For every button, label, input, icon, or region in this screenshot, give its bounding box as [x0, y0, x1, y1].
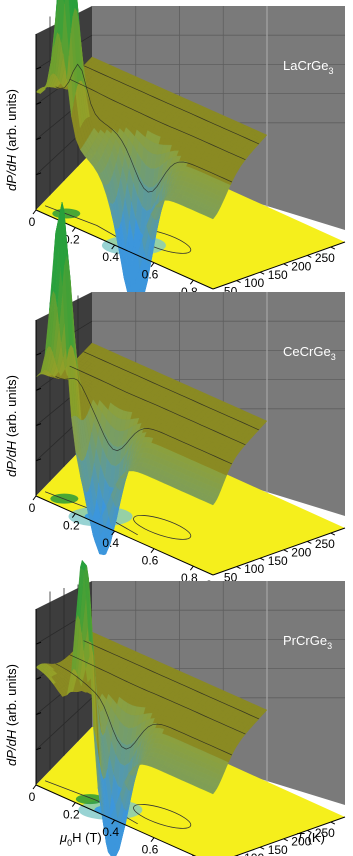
- y-tick-label: 100: [244, 851, 264, 856]
- y-tick-label: 200: [291, 545, 311, 559]
- y-tick: [236, 280, 241, 284]
- z-tick: [35, 458, 42, 462]
- x-tick: [32, 495, 37, 501]
- z-tick: [35, 676, 42, 680]
- surface-patch: [208, 789, 216, 795]
- y-tick-label: 200: [291, 259, 311, 273]
- surface-patch: [208, 214, 216, 220]
- y-tick: [330, 246, 336, 250]
- x-tick-label: 0.2: [63, 808, 80, 822]
- y-tick: [330, 532, 336, 536]
- y-tick-label: 100: [244, 562, 264, 576]
- y-tick: [236, 566, 241, 570]
- axis-line: [35, 209, 214, 290]
- y-axis-label: T (K): [296, 830, 325, 845]
- y-tick-label: 150: [268, 268, 288, 282]
- x-tick: [189, 565, 194, 571]
- x-tick: [71, 227, 76, 232]
- x-tick-label: 0.4: [102, 536, 119, 550]
- x-tick: [150, 548, 155, 553]
- surface-contour: [69, 365, 246, 446]
- surface-panel: 00.20.40.60.8501001502002500LaCrGe3dP/dH…: [4, 0, 346, 314]
- x-tick: [111, 819, 116, 825]
- axis-line: [35, 784, 197, 856]
- floor-contour: [133, 515, 192, 540]
- surface-contour: [83, 640, 260, 720]
- x-tick-label: 0: [29, 790, 36, 804]
- y-tick-label: 150: [268, 554, 288, 568]
- z-tick: [35, 712, 42, 716]
- y-tick: [283, 838, 288, 842]
- x-tick-label: 0.2: [63, 519, 80, 533]
- x-tick: [150, 262, 155, 267]
- z-axis-label: dP/dH (arb. units): [4, 375, 19, 477]
- y-tick: [330, 821, 336, 825]
- y-tick-label: 150: [268, 843, 288, 856]
- x-tick-label: 0.2: [63, 233, 80, 247]
- axis-line: [35, 495, 214, 576]
- surface-patch: [208, 500, 216, 506]
- y-tick: [259, 846, 265, 850]
- surface-contour: [83, 351, 260, 431]
- x-tick-label: 0: [29, 501, 36, 515]
- surface-contour: [55, 376, 233, 465]
- axis-line: [233, 816, 346, 856]
- surface-patch: [55, 0, 59, 19]
- z-tick: [35, 423, 42, 427]
- z-axis-label: dP/dH (arb. units): [4, 664, 19, 766]
- surface-panel: 00.20.40.60.8501001502002500PrCrGe3dP/dH…: [4, 559, 346, 856]
- x-tick-label: 0.6: [142, 268, 159, 282]
- surface-contour: [83, 65, 260, 145]
- z-tick: [35, 747, 42, 751]
- y-tick-label: 250: [315, 826, 335, 840]
- x-tick: [32, 209, 37, 215]
- y-tick: [307, 540, 312, 544]
- surface-patch: [53, 0, 60, 47]
- floor-contour: [133, 804, 192, 829]
- z-tick: [35, 66, 42, 70]
- z-axis-label: dP/dH (arb. units): [4, 89, 19, 191]
- surface-contour: [69, 78, 246, 161]
- surface-contour: [69, 654, 246, 735]
- y-tick: [283, 263, 288, 267]
- material-label: CeCrGe3: [283, 344, 336, 362]
- x-tick-label: 0.6: [142, 554, 159, 568]
- x-axis-label: μ0H (T): [59, 830, 102, 848]
- z-tick: [35, 101, 42, 105]
- z-tick: [35, 172, 42, 176]
- z-tick: [35, 641, 42, 645]
- y-tick-label: 200: [291, 834, 311, 848]
- y-tick-label: 250: [315, 251, 335, 265]
- x-tick: [71, 802, 76, 807]
- x-tick: [111, 244, 116, 250]
- y-tick: [283, 549, 288, 553]
- x-tick-label: 0.6: [142, 843, 159, 856]
- x-tick: [150, 837, 155, 842]
- x-tick-label: 0: [29, 215, 36, 229]
- x-tick: [111, 530, 116, 536]
- surface-panel: 00.20.40.60.8501001502002500CeCrGe3dP/dH…: [4, 201, 346, 592]
- x-tick: [71, 513, 76, 518]
- z-tick: [35, 352, 42, 356]
- y-tick: [307, 829, 312, 833]
- z-tick: [35, 387, 42, 391]
- y-tick: [259, 557, 265, 561]
- y-tick-label: 100: [244, 276, 264, 290]
- y-tick: [307, 254, 312, 258]
- x-tick-label: 0.4: [102, 825, 119, 839]
- floor-peak-shadow: [75, 794, 104, 805]
- material-label: PrCrGe3: [283, 633, 332, 651]
- z-tick: [35, 137, 42, 141]
- x-tick: [189, 279, 194, 285]
- axis-line: [212, 527, 346, 576]
- x-tick: [32, 784, 37, 790]
- y-tick: [259, 271, 265, 275]
- surface-contour: [55, 663, 233, 756]
- material-label: LaCrGe3: [283, 58, 334, 76]
- x-tick-label: 0.4: [102, 250, 119, 264]
- y-tick-label: 250: [315, 537, 335, 551]
- surface-contour: [55, 63, 233, 193]
- axis-line: [212, 241, 346, 290]
